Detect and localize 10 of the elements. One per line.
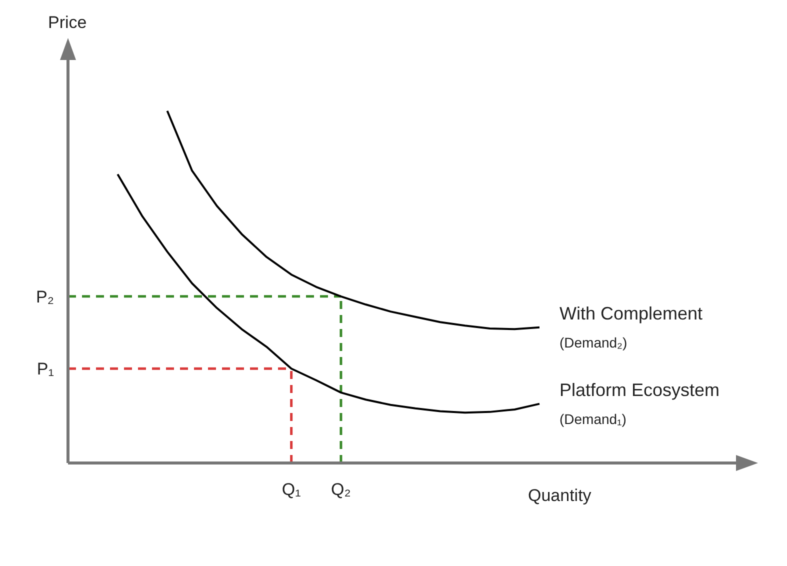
x-tick-label: Q₂ bbox=[331, 480, 351, 500]
annotation: (Demand₁) bbox=[559, 410, 626, 427]
annotation: (Demand₂) bbox=[559, 334, 628, 350]
series-label: With Complement bbox=[559, 303, 703, 324]
ref-line-label: P₁ bbox=[36, 360, 54, 379]
ref-line-label: P₂ bbox=[36, 287, 54, 306]
x-axis-title: Quantity bbox=[528, 486, 592, 505]
y-axis-title: Price bbox=[48, 13, 87, 32]
series-label: Platform Ecosystem bbox=[559, 380, 720, 400]
x-tick-label: Q₁ bbox=[282, 480, 302, 500]
